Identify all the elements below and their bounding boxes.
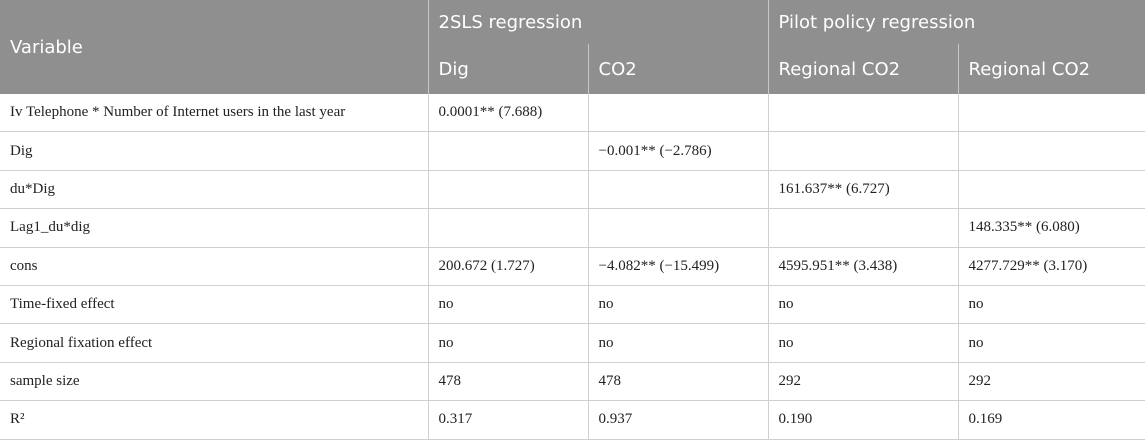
table-cell — [587, 170, 769, 210]
table-cell: 4595.951** (3.438) — [767, 247, 959, 286]
table-cell — [957, 131, 1145, 171]
row-label: du*Dig — [0, 170, 428, 210]
row-label: Time-fixed effect — [0, 285, 428, 325]
table-cell: 292 — [957, 362, 1145, 402]
table-cell: no — [957, 285, 1145, 325]
table-cell — [427, 208, 588, 248]
table-cell: 478 — [427, 362, 588, 402]
table-cell: 0.0001** (7.688) — [427, 94, 588, 133]
table-row: sample size 478 478 292 292 — [0, 362, 1145, 402]
table-cell: −4.082** (−15.499) — [587, 247, 769, 286]
header-cell: Variable — [0, 0, 428, 94]
header-row: Dig CO2 Regional CO2 Regional CO2 — [0, 44, 1145, 94]
table-cell: 0.317 — [427, 400, 588, 440]
table-row: Regional fixation effect no no no no — [0, 323, 1145, 363]
table-cell: 0.190 — [767, 400, 959, 440]
table-cell — [767, 208, 959, 248]
header-row: Variable 2SLS regression Pilot policy re… — [0, 0, 1145, 94]
table-cell — [767, 94, 959, 133]
table-body: Iv Telephone * Number of Internet users … — [0, 94, 1145, 440]
table-row: du*Dig 161.637** (6.727) — [0, 170, 1145, 210]
table-cell: −0.001** (−2.786) — [587, 131, 769, 171]
table-cell: 4277.729** (3.170) — [957, 247, 1145, 286]
row-label: cons — [0, 247, 428, 286]
table-cell: 0.169 — [957, 400, 1145, 440]
table-row: R² 0.317 0.937 0.190 0.169 — [0, 400, 1145, 440]
table-cell: no — [587, 323, 769, 363]
table-row: Time-fixed effect no no no no — [0, 285, 1145, 325]
table-row: Dig −0.001** (−2.786) — [0, 131, 1145, 171]
table-cell: 478 — [587, 362, 769, 402]
table-cell: no — [587, 285, 769, 325]
table-cell: no — [957, 323, 1145, 363]
table-cell — [767, 131, 959, 171]
table-cell: 161.637** (6.727) — [767, 170, 959, 210]
column-header: Regional CO2 — [767, 44, 959, 94]
row-label: Regional fixation effect — [0, 323, 428, 363]
table-cell: 292 — [767, 362, 959, 402]
table-row: Iv Telephone * Number of Internet users … — [0, 94, 1145, 133]
row-label: sample size — [0, 362, 428, 402]
table-cell — [957, 94, 1145, 133]
table-cell: no — [767, 285, 959, 325]
row-label: R² — [0, 400, 428, 440]
table-cell: 200.672 (1.727) — [427, 247, 588, 286]
table-cell: no — [767, 323, 959, 363]
row-label: Dig — [0, 131, 428, 171]
table-header: Variable 2SLS regression Pilot policy re… — [0, 0, 1145, 94]
column-header: CO2 — [587, 44, 769, 94]
group-header: 2SLS regression — [427, 0, 769, 44]
table-cell: no — [427, 323, 588, 363]
row-label: Iv Telephone * Number of Internet users … — [0, 94, 428, 133]
table-row: Lag1_du*dig 148.335** (6.080) — [0, 208, 1145, 248]
table-cell — [427, 131, 588, 171]
column-header: Dig — [427, 44, 588, 94]
table-cell — [587, 94, 769, 133]
table-cell: no — [427, 285, 588, 325]
table-row: cons 200.672 (1.727) −4.082** (−15.499) 459… — [0, 247, 1145, 286]
table-cell — [427, 170, 588, 210]
table-cell — [587, 208, 769, 248]
column-header: Regional CO2 — [957, 44, 1145, 94]
row-label: Lag1_du*dig — [0, 208, 428, 248]
group-header: Pilot policy regression — [767, 0, 1145, 44]
table-cell — [957, 170, 1145, 210]
table-cell: 0.937 — [587, 400, 769, 440]
table-cell: 148.335** (6.080) — [957, 208, 1145, 248]
